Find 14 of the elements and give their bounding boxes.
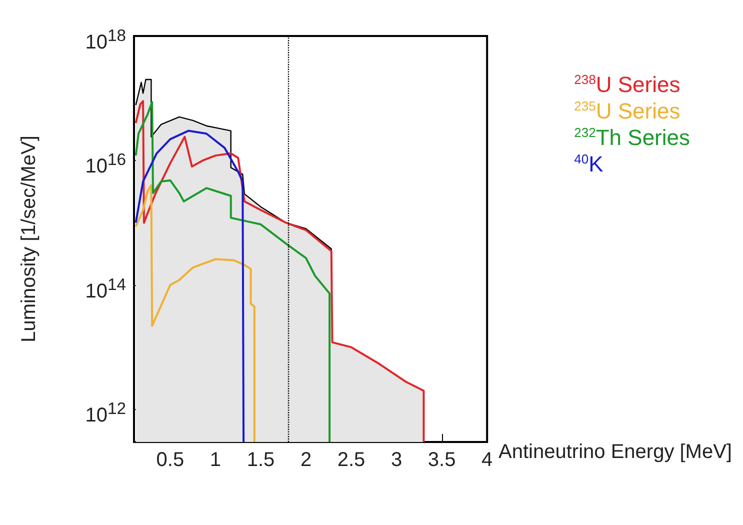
y-tick-label: 10$^{12}$ xyxy=(85,398,126,428)
x-tick-label: 2 xyxy=(300,449,312,471)
x-tick-label: 4 xyxy=(482,449,493,471)
x-tick-label: 3 xyxy=(390,449,402,471)
x-axis-title: Antineutrino Energy [MeV] xyxy=(498,441,732,463)
y-tick-label: 10$^{18}$ xyxy=(85,25,126,55)
x-tick-label: 0.5 xyxy=(156,449,184,471)
x-tick-label: 2.5 xyxy=(337,449,366,471)
y-tick-label: 10$^{16}$ xyxy=(85,149,126,180)
x-tick-label: 1 xyxy=(210,449,222,471)
y-axis-title: Luminosity [1/sec/MeV] xyxy=(18,136,40,342)
x-tick-label: 3.5 xyxy=(428,449,456,471)
y-tick-label: 10$^{14}$ xyxy=(85,274,126,304)
x-tick-label: 1.5 xyxy=(246,449,275,471)
